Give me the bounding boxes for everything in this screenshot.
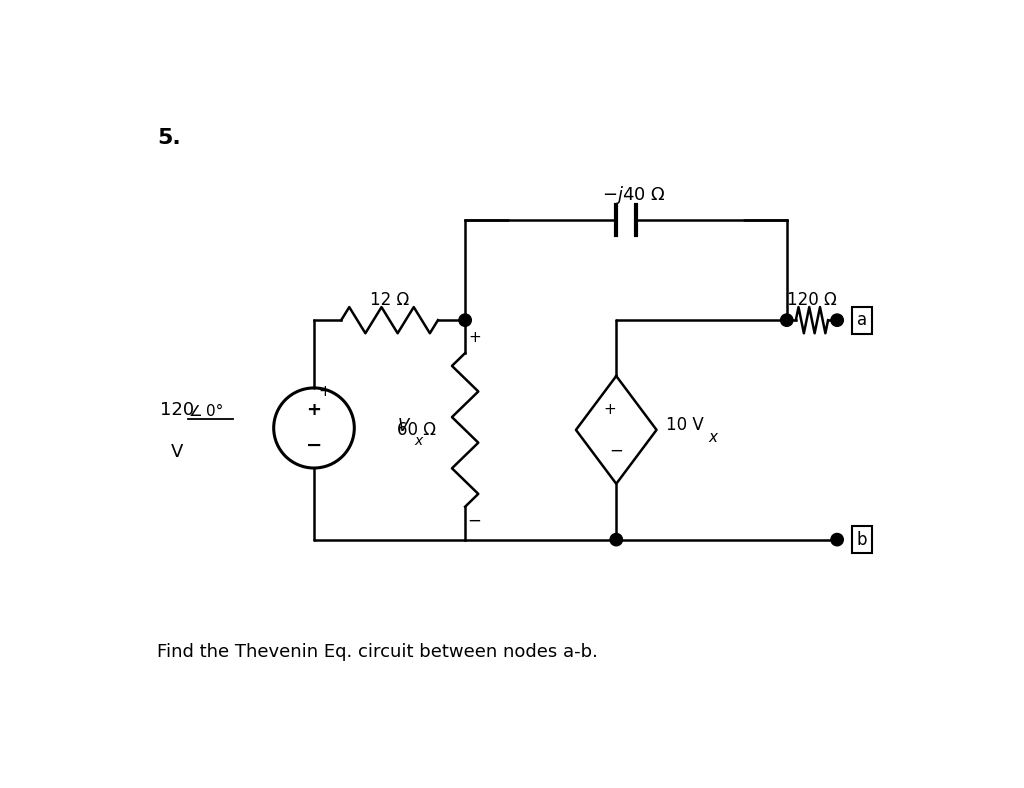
Circle shape [830, 533, 844, 546]
Text: x: x [709, 430, 718, 445]
Text: $-j40\ \Omega$: $-j40\ \Omega$ [602, 184, 666, 206]
Text: ∠: ∠ [188, 403, 202, 418]
Text: +: + [318, 384, 331, 399]
Text: Find the Thevenin Eq. circuit between nodes a-b.: Find the Thevenin Eq. circuit between no… [158, 643, 598, 661]
Text: +: + [306, 401, 322, 419]
Text: +: + [604, 402, 616, 417]
Text: 10 V: 10 V [666, 415, 703, 433]
Text: 5.: 5. [158, 128, 181, 147]
Text: a: a [857, 311, 867, 329]
Text: V: V [398, 417, 410, 435]
Text: 0°: 0° [206, 403, 223, 418]
Text: b: b [857, 530, 867, 548]
Text: −: − [468, 511, 481, 530]
Circle shape [610, 533, 623, 546]
Text: 60 Ω: 60 Ω [396, 421, 435, 439]
Circle shape [780, 314, 793, 326]
Text: 120 Ω: 120 Ω [787, 291, 837, 309]
Text: −: − [609, 441, 624, 459]
Text: −: − [306, 436, 323, 455]
Text: +: + [468, 329, 481, 344]
Text: 120: 120 [160, 401, 194, 418]
Circle shape [459, 314, 471, 326]
Text: 12 Ω: 12 Ω [370, 291, 410, 309]
Text: x: x [415, 434, 423, 448]
Text: V: V [171, 444, 183, 461]
Circle shape [830, 314, 844, 326]
